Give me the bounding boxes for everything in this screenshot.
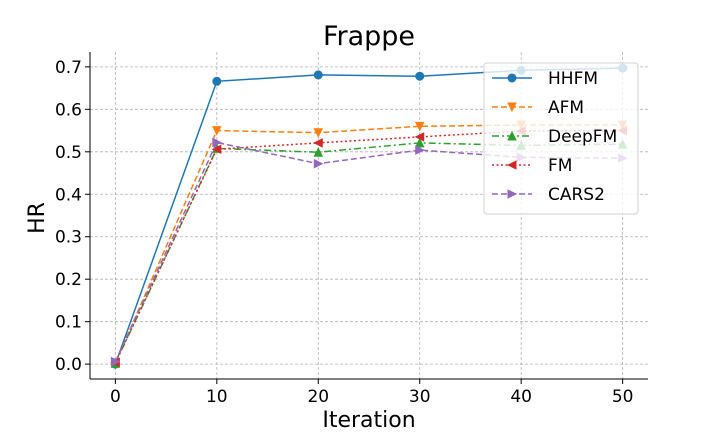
data-point: [313, 138, 323, 148]
legend-marker: [507, 73, 517, 83]
y-tick-label: 0.6: [55, 100, 82, 120]
x-tick-label: 30: [409, 387, 431, 407]
data-point: [212, 126, 222, 136]
legend: HHFM AFM DeepFM FM CARS2: [483, 62, 639, 215]
tick-labels: 0 10 20 30 40 50 0.0 0.1 0.2 0.3 0.4 0.5 0.6 0.7: [55, 58, 634, 407]
series-line: [114, 129, 623, 363]
legend-marker: [507, 189, 518, 199]
legend-box: [483, 62, 639, 215]
data-point: [211, 144, 222, 155]
y-tick-label: 0.0: [55, 355, 82, 375]
data-point: [415, 145, 425, 155]
x-tick-label: 40: [510, 387, 532, 407]
data-point: [313, 128, 324, 138]
x-tick-label: 50: [612, 387, 634, 407]
y-tick-label: 0.7: [55, 58, 82, 78]
chart-title: Frappe: [323, 21, 415, 52]
legend-label: HHFM: [548, 69, 598, 89]
y-tick-label: 0.3: [55, 228, 82, 248]
y-tick-label: 0.5: [55, 143, 82, 163]
legend-item-cars2: CARS2: [492, 185, 605, 205]
data-point: [415, 71, 425, 81]
series-line: [114, 124, 623, 364]
legend-label: FM: [548, 156, 572, 176]
y-tick-label: 0.4: [55, 185, 82, 205]
x-tick-label: 10: [206, 387, 228, 407]
legend-marker: [506, 160, 517, 170]
x-tick-label: 0: [110, 387, 121, 407]
legend-item-hhfm: HHFM: [492, 69, 598, 89]
legend-marker: [507, 102, 517, 113]
legend-item-fm: FM: [492, 156, 572, 176]
y-tick-label: 0.2: [55, 270, 82, 290]
y-axis-title: HR: [25, 202, 50, 234]
legend-item-afm: AFM: [492, 98, 584, 118]
series-line: [114, 141, 623, 362]
data-point: [414, 121, 425, 132]
data-point: [313, 70, 323, 80]
data-point: [313, 158, 324, 169]
legend-label: DeepFM: [548, 127, 617, 147]
x-tick-label: 20: [307, 387, 329, 407]
data-point: [414, 132, 425, 142]
data-point: [212, 76, 222, 86]
data-point: [313, 147, 324, 157]
legend-label: AFM: [548, 98, 584, 118]
y-tick-label: 0.1: [55, 313, 82, 333]
legend-item-deepfm: DeepFM: [492, 127, 617, 147]
x-axis-title: Iteration: [322, 408, 415, 432]
axes: [85, 52, 648, 384]
legend-marker: [507, 130, 517, 141]
data-point: [212, 137, 222, 148]
legend-label: CARS2: [548, 185, 605, 205]
data-point: [110, 356, 121, 367]
data-point: [414, 137, 425, 148]
